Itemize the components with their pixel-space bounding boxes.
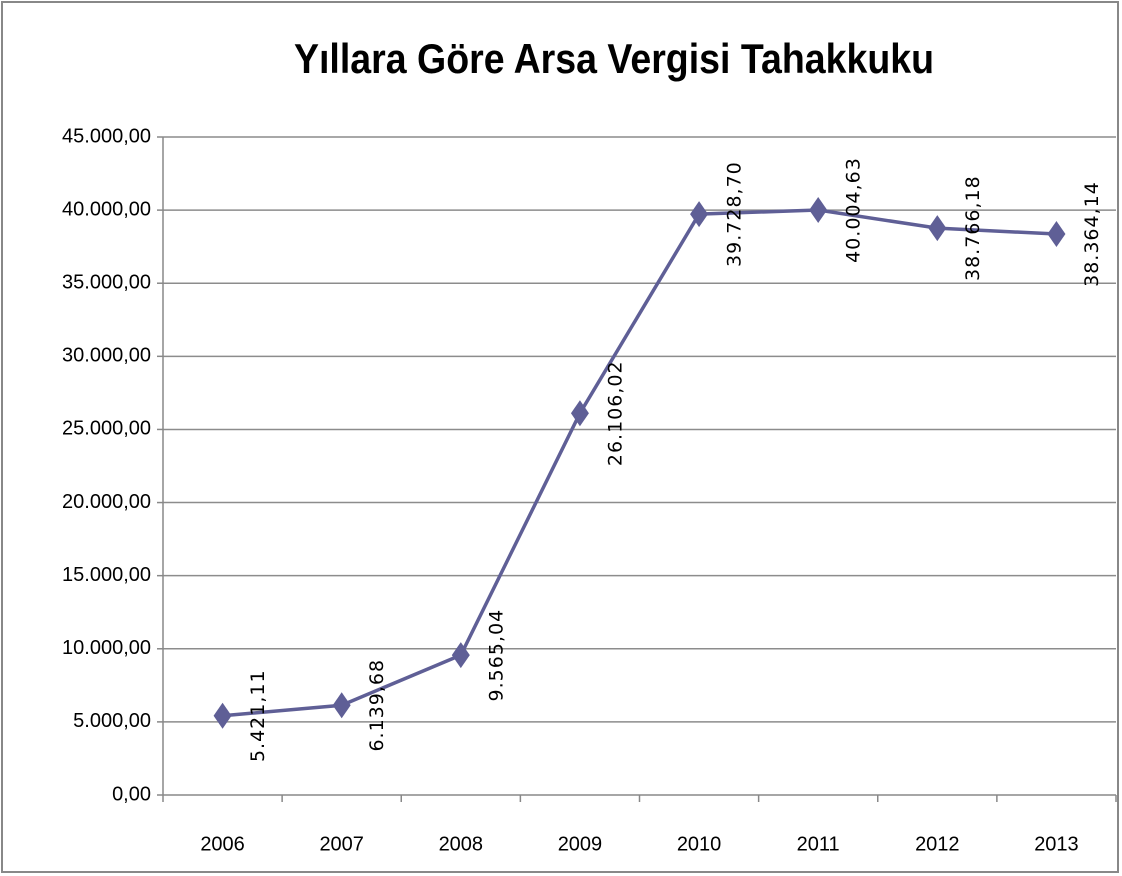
x-tick-label: 2010	[677, 833, 722, 855]
data-point	[690, 201, 709, 228]
y-tick-label: 35.000,00	[62, 272, 151, 294]
data-label: 9.565,04	[485, 609, 507, 702]
data-point	[928, 215, 947, 242]
series-line	[222, 208, 1057, 718]
y-tick-label: 30.000,00	[62, 345, 151, 367]
y-tick-label: 20.000,00	[62, 491, 151, 513]
x-tick-label: 2006	[200, 833, 245, 855]
data-point	[451, 642, 470, 669]
x-tick-label: 2011	[797, 833, 840, 855]
data-label: 5.421,11	[247, 669, 269, 762]
data-label: 39.728,70	[724, 161, 746, 267]
y-tick-label: 25.000,00	[62, 418, 151, 440]
x-tick-label: 2008	[439, 833, 484, 855]
data-point	[809, 197, 828, 224]
x-tick-label: 2012	[915, 833, 960, 855]
data-label: 40.004,63	[843, 157, 865, 263]
x-tick-label: 2009	[558, 833, 603, 855]
y-tick-label: 10.000,00	[62, 637, 151, 659]
y-tick-label: 5.000,00	[73, 710, 151, 732]
data-label: 26.106,02	[604, 360, 626, 466]
data-point	[1047, 221, 1066, 248]
y-tick-label: 0,00	[112, 783, 151, 805]
data-point	[570, 400, 589, 427]
y-tick-label: 40.000,00	[62, 198, 151, 220]
data-point	[332, 692, 351, 719]
x-tick-label: 2007	[319, 833, 364, 855]
y-tick-label: 15.000,00	[62, 564, 151, 586]
x-tick-label: 2013	[1034, 833, 1079, 855]
data-label: 38.766,18	[962, 175, 984, 281]
data-point	[213, 702, 232, 729]
data-label: 6.139,68	[366, 659, 388, 752]
data-label: 38.364,14	[1081, 181, 1103, 287]
y-tick-label: 45.000,00	[62, 125, 151, 147]
chart-title: Yıllara Göre Arsa Vergisi Tahakkuku	[294, 35, 934, 82]
